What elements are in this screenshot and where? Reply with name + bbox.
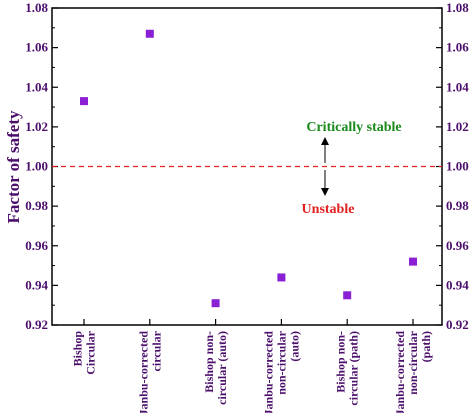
y-axis-left: 0.92 0.94 0.96 0.98 1.00 1.02 1.04 1.06 1.08 [25, 0, 58, 332]
y-tick-label-left: 0.98 [25, 198, 48, 213]
category-label: Janbu-corrected [393, 331, 407, 413]
y-tick-label-left: 1.00 [25, 159, 48, 174]
category-label: circular (path) [347, 331, 361, 406]
category-label: Bishop non- [334, 331, 348, 393]
category-label: circular (auto) [215, 331, 229, 405]
data-point [80, 97, 88, 106]
category-label: non-circular [406, 330, 420, 394]
category-label: non-circular [274, 330, 288, 394]
category-label: Circular [84, 330, 98, 374]
y-tick-label-left: 1.02 [25, 119, 48, 134]
y-tick-label-left: 1.08 [25, 0, 48, 15]
y-tick-label-left: 1.04 [25, 79, 48, 94]
y-tick-label-right: 0.96 [446, 238, 469, 253]
y-tick-label-right: 0.92 [446, 317, 469, 332]
category-labels: Bishop Circular Janbu-corrected circular Bis… [71, 330, 434, 413]
y-tick-label-right: 1.08 [446, 0, 469, 15]
y-axis-title: Factor of safety [4, 110, 23, 223]
data-point [409, 257, 417, 266]
data-point [145, 29, 154, 38]
category-label: circular [149, 330, 163, 371]
x-axis [83, 319, 414, 325]
y-tick-label-right: 0.94 [446, 277, 469, 292]
category-label: Janbu-corrected [136, 331, 150, 413]
y-axis-right: 0.92 0.94 0.96 0.98 1.00 1.02 1.04 1.06 1.08 [436, 0, 469, 332]
y-tick-label-right: 1.00 [446, 159, 469, 174]
category-label: Bishop [71, 331, 85, 367]
y-tick-label-right: 1.06 [446, 40, 469, 55]
data-point [343, 291, 352, 300]
y-tick-label-left: 1.06 [25, 40, 48, 55]
annotation-critically-stable: Critically stable [306, 120, 401, 135]
y-tick-label-left: 0.96 [25, 238, 48, 253]
category-label: Janbu-corrected [261, 331, 275, 413]
category-label: (path) [419, 331, 433, 362]
data-points [80, 29, 417, 308]
annotation-unstable: Unstable [302, 202, 355, 217]
data-point [277, 273, 286, 282]
data-point [211, 299, 220, 308]
y-tick-label-right: 1.04 [446, 79, 469, 94]
y-tick-label-left: 0.94 [25, 277, 48, 292]
y-tick-label-left: 0.92 [25, 317, 48, 332]
category-label: Bishop non- [202, 331, 216, 393]
y-tick-label-right: 0.98 [446, 198, 469, 213]
category-label: (auto) [287, 331, 301, 362]
y-tick-label-right: 1.02 [446, 119, 469, 134]
